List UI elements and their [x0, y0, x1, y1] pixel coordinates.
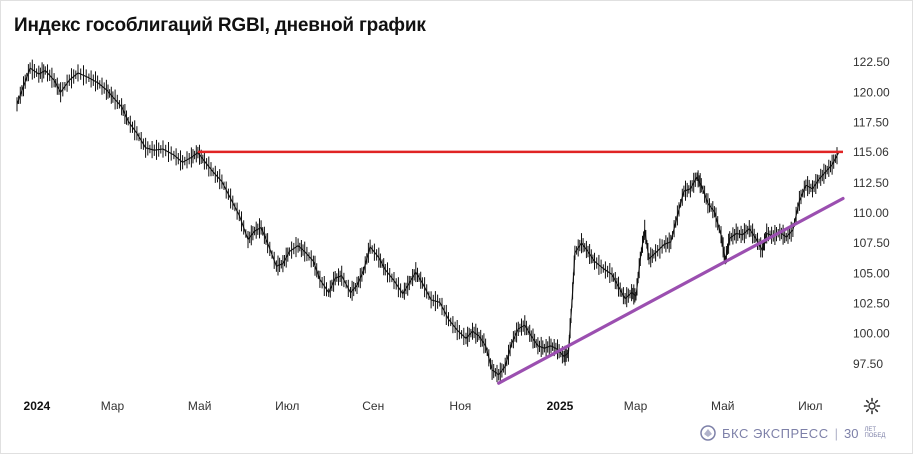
- trend-lines: [197, 150, 845, 385]
- brand-name: БКС ЭКСПРЕСС: [722, 425, 829, 441]
- price-line: [16, 67, 840, 376]
- chart-title: Индекс гособлигаций RGBI, дневной график: [14, 15, 426, 36]
- x-tick-label: 2024: [24, 399, 51, 413]
- x-tick-label: Сен: [362, 399, 384, 413]
- y-tick-label: 110.00: [853, 206, 889, 220]
- x-tick-label: Ноя: [449, 399, 471, 413]
- price-series: [16, 59, 840, 383]
- y-tick-label: 102.50: [853, 297, 890, 311]
- y-tick-label: 97.50: [853, 357, 883, 371]
- y-tick-label: 120.00: [853, 85, 890, 99]
- x-tick-label: Май: [711, 399, 735, 413]
- y-tick-label: 105.00: [853, 266, 890, 280]
- brand-logo: БКС ЭКСПРЕСС | 30 ЛЕТ ПОБЕД: [700, 423, 886, 443]
- support-trend-line: [497, 196, 845, 385]
- x-tick-label: Июл: [798, 399, 822, 413]
- y-tick-label: 115.06: [853, 145, 889, 159]
- x-tick-label: Мар: [624, 399, 648, 413]
- bcs-logo-icon: [700, 425, 716, 441]
- anniversary-caption: ЛЕТ ПОБЕД: [864, 427, 886, 439]
- x-tick-label: Май: [188, 399, 212, 413]
- y-axis: 97.50 100.00 102.50 105.00 107.50 110.00 112.5…: [853, 55, 890, 371]
- anniversary-number: 30: [843, 425, 859, 441]
- x-tick-label: Июл: [275, 399, 299, 413]
- x-tick-label: Мар: [101, 399, 125, 413]
- gear-icon[interactable]: [863, 397, 881, 415]
- y-tick-label: 107.50: [853, 236, 890, 250]
- y-tick-label: 117.50: [853, 115, 889, 129]
- y-tick-label: 112.50: [853, 176, 889, 190]
- x-tick-label: 2025: [547, 399, 574, 413]
- x-axis: 2024 Мар Май Июл Сен Ноя 2025 Мар Май Июл: [24, 399, 823, 413]
- y-tick-label: 122.50: [853, 55, 890, 69]
- y-tick-label: 100.00: [853, 327, 890, 341]
